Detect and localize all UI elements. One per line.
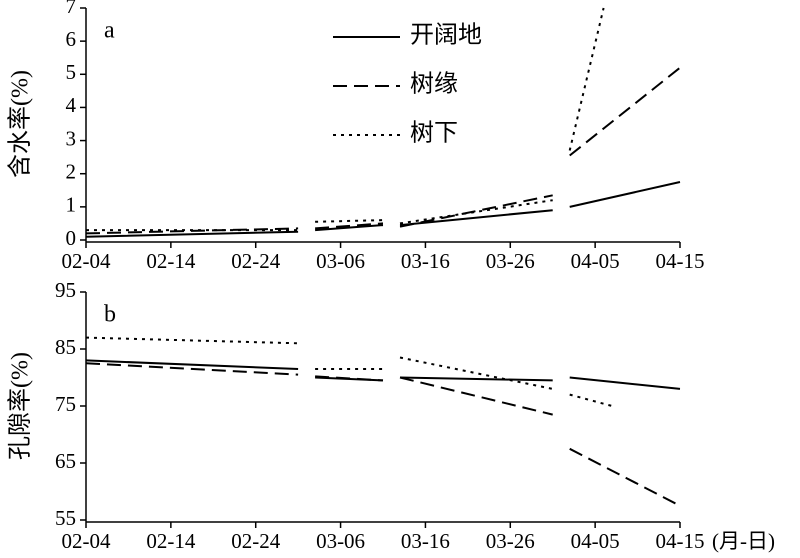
y-tick-label: 7	[66, 0, 77, 18]
x-tick-label: 04-05	[571, 249, 620, 273]
panel-label: b	[104, 302, 116, 328]
x-tick-label: 03-06	[316, 249, 365, 273]
x-tick-label: 02-14	[146, 529, 195, 553]
y-tick-label: 2	[66, 160, 77, 184]
y-tick-label: 75	[55, 392, 76, 416]
y-tick-label: 5	[66, 60, 77, 84]
series-line	[85, 359, 681, 390]
legend-label: 树下	[410, 120, 458, 147]
x-tick-label: 02-04	[62, 529, 111, 553]
x-tick-label: 03-26	[486, 249, 535, 273]
x-tick-label: 02-14	[146, 249, 195, 273]
x-tick-label: 02-24	[231, 529, 280, 553]
x-tick-label: 03-16	[401, 249, 450, 273]
x-tick-label: 04-15	[656, 249, 705, 273]
x-tick-label: 03-06	[316, 529, 365, 553]
panel-label: a	[104, 18, 115, 44]
y-tick-label: 6	[66, 27, 77, 51]
x-tick-label: 03-26	[486, 529, 535, 553]
y-tick-label: 1	[66, 193, 77, 217]
y-tick-label: 65	[55, 449, 76, 473]
x-tick-label: 04-15	[656, 529, 705, 553]
legend-label: 树缘	[410, 71, 458, 98]
series-line	[86, 7, 605, 232]
series-line	[85, 66, 681, 235]
series-line	[85, 336, 613, 407]
x-unit-label: (月-日)	[712, 529, 775, 553]
legend-label: 开阔地	[410, 22, 482, 49]
series-line	[85, 362, 681, 507]
x-tick-label: 02-04	[62, 249, 111, 273]
x-tick-label: 04-05	[571, 529, 620, 553]
y-axis-label: 含水率(%)	[7, 70, 34, 178]
x-tick-label: 02-24	[231, 249, 280, 273]
y-tick-label: 55	[55, 506, 76, 530]
y-tick-label: 4	[66, 93, 77, 117]
y-tick-label: 95	[55, 278, 76, 302]
y-tick-label: 3	[66, 126, 77, 150]
series-line	[85, 181, 681, 238]
x-tick-label: 03-16	[401, 529, 450, 553]
y-axis-label: 孔隙率(%)	[7, 352, 34, 460]
y-tick-label: 0	[66, 226, 77, 250]
y-tick-label: 85	[55, 335, 76, 359]
